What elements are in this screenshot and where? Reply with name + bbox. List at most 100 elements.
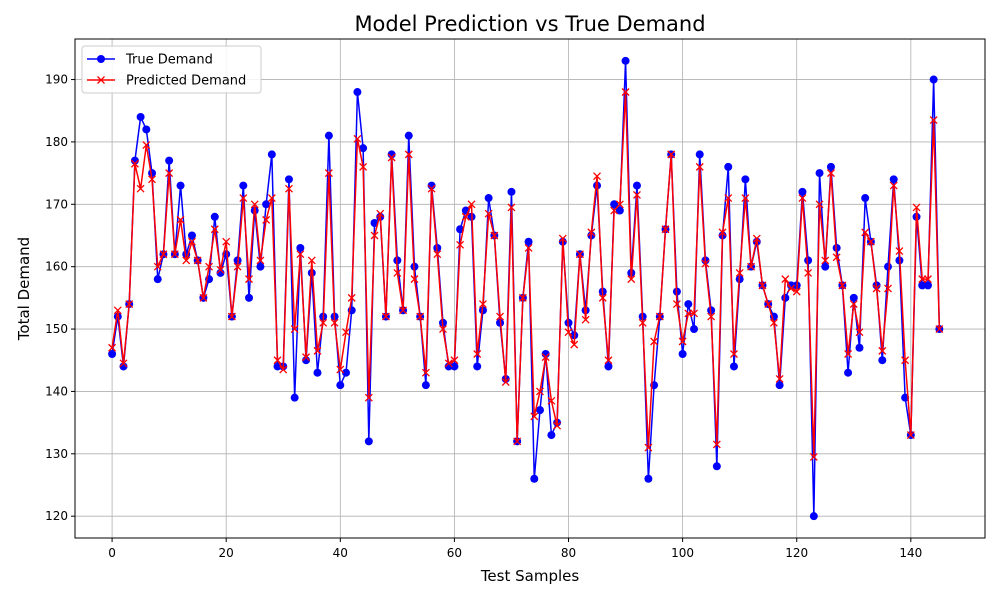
data-point bbox=[473, 362, 482, 371]
data-point bbox=[187, 237, 196, 246]
data-point bbox=[324, 131, 333, 140]
data-point bbox=[918, 281, 927, 290]
data-point bbox=[319, 318, 328, 327]
data-point bbox=[421, 368, 430, 377]
data-point bbox=[456, 240, 465, 249]
data-point bbox=[838, 281, 847, 290]
data-point bbox=[108, 349, 117, 358]
data-point bbox=[262, 200, 271, 209]
data-point bbox=[872, 284, 881, 293]
data-point bbox=[484, 194, 493, 203]
data-point bbox=[182, 256, 191, 265]
legend-label: Predicted Demand bbox=[126, 74, 246, 89]
data-point bbox=[267, 150, 276, 159]
x-tick-label: 20 bbox=[219, 546, 234, 560]
data-point bbox=[284, 175, 293, 184]
data-point bbox=[752, 234, 761, 243]
data-point bbox=[547, 431, 556, 440]
data-point bbox=[787, 284, 795, 293]
series-predicted-demand bbox=[108, 88, 944, 461]
data-point bbox=[296, 243, 305, 252]
x-tick-label: 80 bbox=[561, 546, 576, 560]
data-point bbox=[598, 293, 607, 302]
data-point bbox=[501, 378, 510, 387]
data-point bbox=[575, 250, 584, 259]
data-point bbox=[484, 209, 493, 218]
data-point bbox=[279, 365, 288, 374]
data-point bbox=[450, 362, 459, 371]
data-point bbox=[929, 75, 938, 84]
data-point bbox=[718, 228, 727, 237]
data-point bbox=[672, 300, 681, 309]
data-point bbox=[336, 365, 345, 374]
y-tick-label: 130 bbox=[45, 447, 68, 461]
data-point bbox=[536, 387, 544, 396]
legend-label: True Demand bbox=[125, 53, 213, 68]
data-point bbox=[633, 190, 641, 199]
data-point bbox=[513, 437, 522, 446]
data-point bbox=[764, 300, 773, 309]
data-point bbox=[496, 312, 505, 321]
legend-marker bbox=[97, 55, 105, 63]
data-point bbox=[690, 325, 699, 334]
data-point bbox=[364, 393, 373, 402]
data-point bbox=[113, 306, 122, 315]
data-point bbox=[313, 346, 322, 355]
data-point bbox=[427, 184, 436, 193]
data-point bbox=[878, 356, 887, 365]
data-point bbox=[929, 116, 938, 125]
data-point bbox=[359, 144, 368, 153]
data-point bbox=[889, 181, 898, 190]
data-point bbox=[142, 125, 151, 134]
data-point bbox=[712, 462, 721, 471]
data-point bbox=[604, 362, 613, 371]
data-point bbox=[507, 187, 516, 196]
data-point bbox=[644, 474, 653, 483]
data-point bbox=[844, 368, 853, 377]
data-point bbox=[684, 309, 693, 318]
data-point bbox=[490, 231, 499, 240]
y-tick-label: 180 bbox=[45, 135, 68, 149]
data-point bbox=[849, 293, 858, 302]
data-point bbox=[821, 256, 830, 265]
data-point bbox=[615, 200, 624, 209]
data-point bbox=[832, 253, 841, 262]
data-point bbox=[159, 250, 168, 259]
data-point bbox=[416, 312, 425, 321]
data-point bbox=[678, 337, 687, 346]
y-axis-title: Total Demand bbox=[15, 237, 33, 341]
data-point bbox=[239, 194, 248, 203]
data-point bbox=[935, 325, 944, 334]
series-line bbox=[111, 91, 941, 458]
x-axis-title: Test Samples bbox=[480, 567, 580, 585]
data-point bbox=[199, 293, 208, 302]
data-point bbox=[535, 406, 544, 415]
data-point bbox=[324, 169, 333, 178]
data-point bbox=[541, 353, 550, 362]
legend: True Demand Predicted Demand bbox=[81, 45, 262, 94]
data-point bbox=[604, 356, 613, 365]
data-point bbox=[826, 162, 835, 171]
x-tick-label: 60 bbox=[447, 546, 462, 560]
data-point bbox=[290, 325, 299, 334]
data-point bbox=[661, 225, 670, 234]
data-point bbox=[884, 284, 892, 293]
y-tick-label: 190 bbox=[45, 73, 68, 87]
data-point bbox=[684, 300, 693, 309]
data-point bbox=[210, 212, 219, 221]
data-point bbox=[125, 300, 134, 309]
data-point bbox=[239, 181, 248, 190]
data-point bbox=[587, 228, 596, 237]
data-point bbox=[650, 337, 659, 346]
data-point bbox=[644, 443, 653, 452]
series-line bbox=[111, 60, 941, 517]
data-point bbox=[290, 393, 299, 402]
data-point bbox=[524, 243, 533, 252]
data-point bbox=[353, 88, 362, 97]
data-point bbox=[404, 150, 413, 159]
data-point bbox=[809, 452, 818, 461]
data-point bbox=[187, 231, 196, 240]
data-point bbox=[912, 203, 921, 212]
data-point bbox=[165, 169, 174, 178]
data-point bbox=[712, 440, 721, 449]
